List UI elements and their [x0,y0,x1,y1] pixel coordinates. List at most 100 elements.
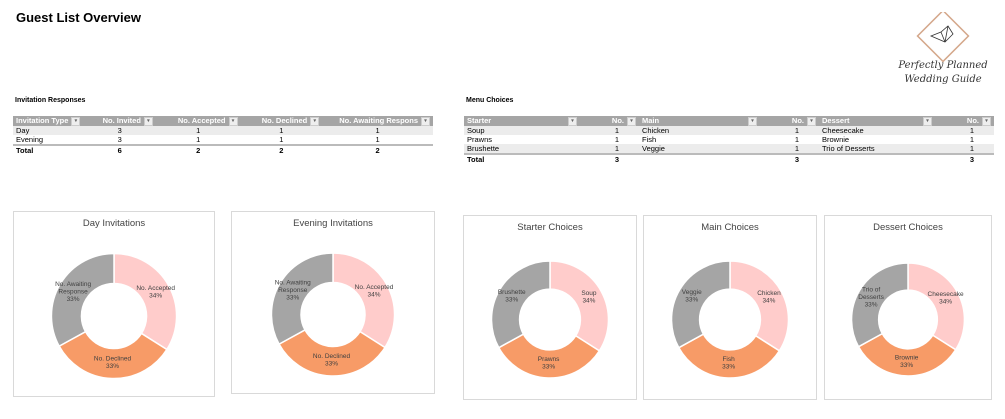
day-invitations-chart[interactable]: Day Invitations No. Accepted 34% No. Declin… [13,211,215,397]
cell[interactable]: Evening [16,135,44,144]
cell[interactable]: 3 [117,135,122,144]
filter-dropdown-icon[interactable]: ▾ [71,116,81,126]
donut-slice-chicken[interactable] [729,260,790,352]
cell[interactable]: Cheesecake [819,126,935,135]
main-choices-chart[interactable]: Main Choices Chicken 34% Fish 33% Veggie 33% [643,215,817,400]
cell[interactable]: 1 [935,126,994,135]
cell[interactable]: 2 [240,144,323,155]
data-label: Cheesecake 34% [928,291,965,306]
col-header[interactable]: No. ▾ [580,116,639,126]
cell[interactable]: 1 [760,126,819,135]
filter-dropdown-icon[interactable]: ▾ [923,117,932,126]
table-row: Brushette 1 Veggie 1 Trio of Desserts 1 [464,144,994,154]
donut-slice-cheesecake[interactable] [907,262,966,351]
col-header[interactable]: Main ▾ [639,116,760,126]
cell[interactable]: 2 [322,144,433,155]
dessert-choices-chart[interactable]: Dessert Choices Cheesecake 34% Brownie 33% Tr… [824,215,992,400]
col-header[interactable]: No. Declined ▾ [240,116,323,126]
donut-slice-no-awaiting-response[interactable] [50,252,115,348]
donut-slice-no-declined[interactable] [58,330,168,380]
data-label: Brushette 33% [498,289,526,304]
cell[interactable]: 1 [155,126,241,135]
cell[interactable]: 1 [614,135,619,144]
cell[interactable]: 3 [83,126,156,135]
table-row: Evening 3 1 1 1 [13,135,433,145]
donut-slice-prawns[interactable] [497,333,601,379]
cell[interactable]: Brushette [464,144,580,154]
col-header[interactable]: Dessert ▾ [819,116,935,126]
cell[interactable]: 3 [935,153,994,164]
cell[interactable]: 1 [969,135,974,144]
col-header[interactable]: Invitation Type ▾ [13,116,84,126]
cell[interactable]: 1 [794,135,799,144]
data-label: No. Accepted 34% [355,284,394,299]
donut-slice-no-accepted[interactable] [113,252,178,351]
cell[interactable] [639,153,760,164]
cell[interactable]: 1 [375,135,380,144]
cell[interactable]: 1 [935,144,994,154]
cell[interactable]: Veggie [639,144,760,154]
cell[interactable]: 6 [83,144,156,155]
invitation-responses-heading: Invitation Responses [15,97,86,104]
evening-invitations-chart[interactable]: Evening Invitations No. Accepted 34% No. De… [231,211,435,394]
cell[interactable]: Total [464,153,580,164]
cell[interactable]: 2 [155,144,241,155]
filter-dropdown-icon[interactable]: ▾ [421,116,430,126]
logo: Perfectly Planned Wedding Guide [893,9,993,90]
col-label: No. Awaiting Respons [339,116,418,126]
donut-slice-veggie[interactable] [670,260,731,349]
cell[interactable]: Soup [464,126,580,135]
col-header[interactable]: No. ▾ [760,116,819,126]
data-label: No. Declined 33% [313,353,351,368]
data-label: Prawns 33% [538,356,560,371]
cell[interactable]: 3 [580,153,639,164]
col-header[interactable]: No. Invited ▾ [83,116,156,126]
donut-slice-fish[interactable] [677,333,781,379]
invitation-table: Invitation Type ▾ No. Invited ▾ No. Accept… [13,116,433,155]
donut-slice-no-declined[interactable] [278,328,386,377]
svg-text:Wedding Guide: Wedding Guide [904,74,981,85]
cell[interactable]: Chicken [639,126,760,135]
filter-dropdown-icon[interactable]: ▾ [568,117,577,126]
col-label: No. Declined [261,116,308,126]
col-header[interactable]: No. Awaiting Respons ▾ [322,116,433,126]
donut-slice-trio-of-desserts[interactable] [850,262,909,348]
filter-dropdown-icon[interactable]: ▾ [807,116,816,126]
donut-slice-no-awaiting-response[interactable] [270,252,334,346]
cell[interactable]: 1 [580,144,639,154]
col-header[interactable]: No. ▾ [935,116,994,126]
data-label: Soup 34% [581,290,597,305]
data-label: No. Accepted 34% [136,285,175,300]
donut-slice-brushette[interactable] [490,260,551,349]
donut-slice-no-accepted[interactable] [332,252,396,349]
filter-dropdown-icon[interactable]: ▾ [310,116,320,126]
col-header[interactable]: Starter ▾ [464,116,580,126]
filter-dropdown-icon[interactable]: ▾ [627,116,636,126]
filter-dropdown-icon[interactable]: ▾ [982,116,991,126]
cell[interactable]: Prawns [467,135,493,144]
donut-slice-soup[interactable] [549,260,610,352]
cell[interactable]: Trio of Desserts [819,144,935,154]
cell[interactable]: Total [13,144,84,155]
cell[interactable]: 1 [196,135,201,144]
total-row: Total 3 3 3 [464,153,994,164]
cell[interactable]: 1 [760,144,819,154]
cell[interactable]: 1 [240,126,323,135]
menu-table: Starter ▾ No. ▾ Main ▾ No. ▾ Dessert ▾ No. ▾ S… [464,116,994,164]
col-label: Dessert [822,116,850,125]
filter-dropdown-icon[interactable]: ▾ [143,116,153,126]
cell[interactable]: Day [13,126,84,135]
filter-dropdown-icon[interactable]: ▾ [748,117,757,126]
cell[interactable]: 3 [760,153,819,164]
starter-choices-chart[interactable]: Starter Choices Soup 34% Prawns 33% Brushette… [463,215,637,400]
cell[interactable]: 1 [580,126,639,135]
cell[interactable]: Brownie [822,135,850,144]
cell[interactable]: 1 [322,126,433,135]
cell[interactable] [819,153,935,164]
cell[interactable]: 1 [279,135,284,144]
col-header[interactable]: No. Accepted ▾ [155,116,241,126]
cell[interactable]: Fish [642,135,657,144]
data-label: Veggie 33% [682,289,702,304]
filter-dropdown-icon[interactable]: ▾ [228,116,238,126]
donut-slice-brownie[interactable] [857,332,957,377]
